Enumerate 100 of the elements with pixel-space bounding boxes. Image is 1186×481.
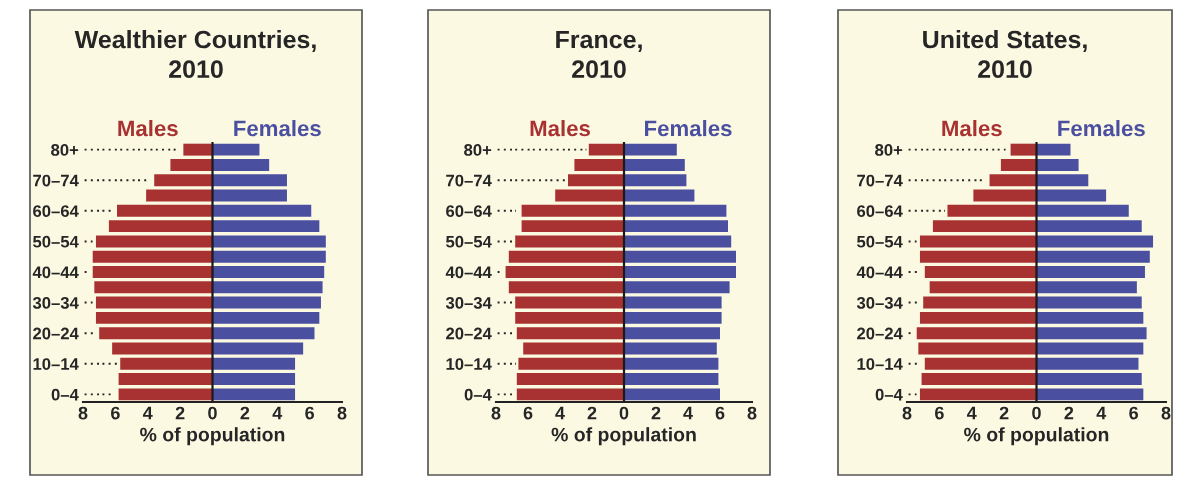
- x-axis-title: % of population: [964, 427, 1109, 446]
- x-tick-label: 4: [1096, 406, 1107, 420]
- bar: [947, 204, 1037, 217]
- bar: [95, 296, 213, 309]
- bar: [919, 250, 1037, 263]
- bar: [118, 388, 213, 401]
- bar: [505, 266, 624, 278]
- y-tick-label: 40–44: [445, 266, 492, 279]
- x-tick-label: 8: [1161, 406, 1171, 420]
- bar: [932, 220, 1037, 233]
- bar: [921, 373, 1037, 386]
- bar: [1036, 388, 1144, 401]
- bar: [508, 281, 624, 294]
- x-tick-label: 4: [967, 406, 977, 420]
- bar: [146, 189, 213, 202]
- y-tick-label: 0–4: [51, 388, 79, 401]
- bar: [624, 342, 717, 355]
- bar: [555, 189, 624, 202]
- bar: [1036, 174, 1089, 187]
- x-tick-label: 2: [1064, 406, 1074, 420]
- series-label: Females: [1058, 119, 1145, 137]
- bar: [523, 342, 624, 355]
- y-tick-label: 0–4: [875, 388, 903, 401]
- x-tick-label: 2: [651, 406, 661, 420]
- bar: [116, 204, 213, 217]
- x-tick-label: 2: [175, 406, 185, 420]
- x-tick-label: 0: [619, 406, 629, 420]
- x-tick-label: 6: [111, 406, 120, 420]
- bar: [1036, 373, 1142, 386]
- x-tick-label: 4: [683, 406, 693, 420]
- bar: [118, 373, 213, 386]
- bar: [919, 235, 1037, 248]
- chart-title: United States, 2010: [923, 30, 1087, 79]
- bar: [212, 220, 320, 233]
- bar: [212, 327, 315, 340]
- bar: [518, 357, 624, 370]
- bar: [624, 174, 687, 187]
- x-tick-label: 8: [747, 406, 757, 420]
- series-label: Females: [234, 119, 321, 137]
- bar: [212, 235, 326, 248]
- bar: [94, 281, 213, 294]
- bar: [212, 266, 325, 278]
- y-tick-label: 10–14: [446, 358, 492, 370]
- bar: [624, 311, 722, 324]
- bar: [624, 281, 730, 294]
- bar: [624, 204, 727, 217]
- bar: [624, 143, 677, 156]
- bar: [1036, 235, 1154, 248]
- x-axis-title: % of population: [140, 427, 285, 446]
- x-tick-label: 8: [337, 406, 347, 420]
- bar: [1036, 204, 1129, 217]
- bar: [588, 143, 624, 156]
- bar: [212, 357, 296, 370]
- bar: [924, 357, 1037, 370]
- bar: [916, 327, 1037, 340]
- bar: [1036, 220, 1142, 233]
- y-tick-label: 40–44: [32, 266, 79, 279]
- x-tick-label: 6: [305, 406, 314, 420]
- bar: [99, 327, 213, 340]
- bar: [1036, 281, 1137, 294]
- bar: [212, 373, 296, 386]
- x-axis-title: % of population: [551, 427, 696, 446]
- bar: [624, 327, 720, 340]
- y-tick-label: 50–54: [857, 235, 903, 248]
- bar: [92, 266, 213, 278]
- bar: [624, 158, 685, 171]
- y-tick-label: 30–34: [856, 296, 903, 309]
- bar: [923, 296, 1037, 309]
- x-tick-label: 8: [491, 406, 501, 420]
- bar: [1036, 357, 1139, 370]
- series-label: Males: [530, 119, 590, 137]
- x-tick-label: 2: [999, 406, 1009, 420]
- bar: [1036, 143, 1071, 156]
- bar: [212, 143, 260, 156]
- bar: [624, 250, 736, 263]
- y-tick-label: 10–14: [857, 358, 903, 370]
- bar: [568, 174, 624, 187]
- bar: [516, 388, 624, 401]
- bar: [624, 266, 736, 278]
- bar: [212, 189, 287, 202]
- x-tick-label: 0: [208, 406, 217, 420]
- x-tick-label: 4: [143, 406, 153, 420]
- bar: [1036, 342, 1144, 355]
- bar: [108, 220, 213, 233]
- x-tick-label: 2: [587, 406, 597, 420]
- bar: [183, 143, 213, 156]
- y-tick-label: 20–24: [857, 327, 903, 340]
- x-tick-label: 6: [1129, 406, 1138, 420]
- bar: [212, 342, 304, 355]
- bar: [212, 250, 326, 263]
- bar: [515, 296, 624, 309]
- bar: [170, 158, 213, 171]
- bar: [919, 388, 1037, 401]
- x-tick-label: 4: [272, 406, 283, 420]
- bar: [154, 174, 213, 187]
- y-tick-label: 20–24: [446, 327, 492, 340]
- chart-title: Wealthier Countries, 2010: [74, 30, 316, 79]
- bar: [212, 296, 321, 309]
- bar: [516, 373, 624, 386]
- bar: [1036, 296, 1142, 309]
